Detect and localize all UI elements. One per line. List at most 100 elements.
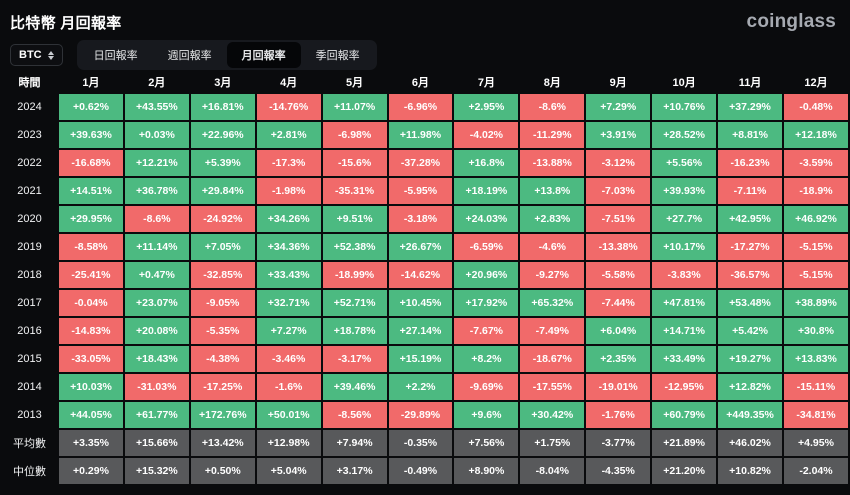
return-cell: +172.76% — [190, 402, 255, 428]
return-cell: -14.62% — [388, 262, 453, 288]
return-cell: -8.04% — [520, 458, 585, 484]
return-cell: -17.55% — [520, 374, 585, 400]
return-cell: -7.67% — [454, 318, 519, 344]
year-row-label: 2018 — [17, 269, 42, 281]
return-cell: -6.98% — [322, 122, 387, 148]
return-cell: +0.50% — [190, 458, 255, 484]
year-row-label: 2024 — [17, 101, 42, 113]
table-row-2015: 2015 -33.05% +18.43% -4.38% -3.46% -3.17% +15.… — [2, 346, 848, 372]
period-tab-2[interactable]: 月回報率 — [226, 42, 301, 68]
table-row-2023: 2023 +39.63% +0.03% +22.96% +2.81% -6.98% +11.… — [2, 122, 848, 148]
period-tab-1[interactable]: 週回報率 — [167, 50, 212, 62]
return-cell: -8.6% — [520, 94, 585, 120]
return-cell: -3.77% — [586, 430, 651, 456]
return-cell: -32.85% — [190, 262, 255, 288]
return-cell: +47.81% — [652, 290, 717, 316]
return-cell: +29.95% — [59, 206, 123, 232]
return-cell: +15.66% — [124, 430, 189, 456]
return-cell: +16.8% — [454, 150, 519, 176]
return-cell: -5.15% — [783, 234, 848, 260]
return-cell: +34.26% — [256, 206, 321, 232]
year-row-label: 2015 — [17, 353, 42, 365]
return-cell: -3.59% — [783, 150, 848, 176]
return-cell: +14.51% — [59, 178, 123, 204]
return-cell: +0.47% — [124, 262, 189, 288]
return-cell: -7.49% — [520, 318, 585, 344]
table-row-2014: 2014 +10.03% -31.03% -17.25% -1.6% +39.46% +2.… — [2, 374, 848, 400]
return-cell: +10.17% — [652, 234, 717, 260]
return-cell: -18.99% — [322, 262, 387, 288]
return-cell: +4.95% — [783, 430, 848, 456]
return-cell: +13.8% — [520, 178, 585, 204]
summary-row-label: 平均數 — [13, 438, 46, 450]
return-cell: +8.2% — [454, 346, 519, 372]
return-cell: +27.14% — [388, 318, 453, 344]
month-column-header: 5月 — [346, 77, 364, 89]
return-cell: +2.35% — [586, 346, 651, 372]
return-cell: +9.51% — [322, 206, 387, 232]
return-cell: +21.89% — [652, 430, 717, 456]
return-cell: -3.18% — [388, 206, 453, 232]
return-cell: -7.51% — [586, 206, 651, 232]
return-cell: -4.35% — [586, 458, 651, 484]
return-cell: +32.71% — [256, 290, 321, 316]
return-cell: +3.35% — [59, 430, 123, 456]
return-cell: +46.02% — [718, 430, 782, 456]
return-cell: -0.49% — [388, 458, 453, 484]
month-column-header: 4月 — [280, 77, 298, 89]
return-cell: -1.76% — [586, 402, 651, 428]
return-cell: -37.28% — [388, 150, 453, 176]
return-cell: +2.2% — [388, 374, 453, 400]
year-row-label: 2021 — [17, 185, 42, 197]
return-cell: +13.83% — [783, 346, 848, 372]
symbol-select[interactable]: BTC — [10, 44, 63, 66]
return-cell: +61.77% — [124, 402, 189, 428]
return-cell: +39.63% — [59, 122, 123, 148]
period-tab-0[interactable]: 日回報率 — [93, 50, 138, 62]
return-cell: -4.6% — [520, 234, 585, 260]
return-cell: +10.82% — [718, 458, 782, 484]
return-cell: -17.3% — [256, 150, 321, 176]
return-cell: +21.20% — [652, 458, 717, 484]
return-cell: +7.94% — [322, 430, 387, 456]
period-tabs: 日回報率 週回報率 月回報率 季回報率 — [76, 40, 377, 70]
return-cell: +53.48% — [718, 290, 782, 316]
return-cell: +23.07% — [124, 290, 189, 316]
return-cell: +11.14% — [124, 234, 189, 260]
return-cell: +6.04% — [586, 318, 651, 344]
return-cell: -6.96% — [388, 94, 453, 120]
return-cell: -14.76% — [256, 94, 321, 120]
return-cell: -9.05% — [190, 290, 255, 316]
return-cell: +46.92% — [783, 206, 848, 232]
return-cell: +19.27% — [718, 346, 782, 372]
period-tab-3[interactable]: 季回報率 — [315, 50, 360, 62]
year-row-label: 2017 — [17, 297, 42, 309]
table-row-2013: 2013 +44.05% +61.77% +172.76% +50.01% -8.56% -… — [2, 402, 848, 428]
return-cell: +34.36% — [256, 234, 321, 260]
table-row-平均數: 平均數 +3.35% +15.66% +13.42% +12.98% +7.94% -0.3… — [2, 430, 848, 456]
month-column-header: 7月 — [477, 77, 495, 89]
return-cell: +5.04% — [256, 458, 321, 484]
table-body: 2024 +0.62% +43.55% +16.81% -14.76% +11.07% -6… — [2, 94, 848, 484]
return-cell: +2.81% — [256, 122, 321, 148]
return-cell: +12.98% — [256, 430, 321, 456]
table-row-2021: 2021 +14.51% +36.78% +29.84% -1.98% -35.31% -5… — [2, 178, 848, 204]
return-cell: +27.7% — [652, 206, 717, 232]
return-cell: -8.58% — [59, 234, 123, 260]
month-column-header: 12月 — [804, 77, 828, 89]
return-cell: +18.43% — [124, 346, 189, 372]
return-cell: +10.76% — [652, 94, 717, 120]
return-cell: -29.89% — [388, 402, 453, 428]
return-cell: +26.67% — [388, 234, 453, 260]
return-cell: -7.03% — [586, 178, 651, 204]
return-cell: -11.29% — [520, 122, 585, 148]
return-cell: +15.32% — [124, 458, 189, 484]
month-column-header: 9月 — [609, 77, 627, 89]
monthly-returns-table: 時間 1月 2月 3月 4月 5月 6月 7月 8月 9月 10月 11月 12月 2024 +0.62%… — [0, 70, 850, 486]
month-column-header: 6月 — [411, 77, 430, 89]
return-cell: -16.68% — [59, 150, 123, 176]
month-column-header: 11月 — [738, 77, 762, 89]
return-cell: -4.02% — [454, 122, 519, 148]
return-cell: -5.15% — [783, 262, 848, 288]
return-cell: +20.96% — [454, 262, 519, 288]
